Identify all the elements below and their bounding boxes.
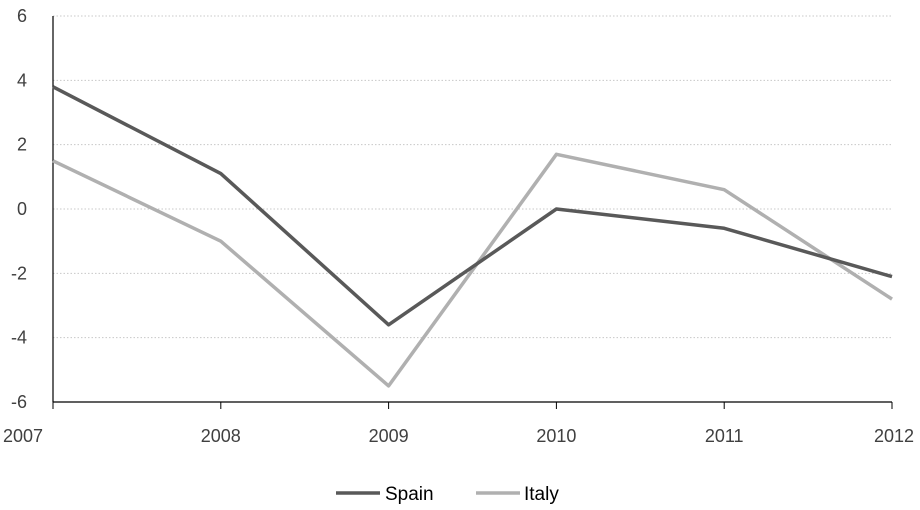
x-tick-label: 2010 (536, 426, 576, 446)
y-tick-label: -4 (11, 328, 27, 348)
y-axis-tick-labels: 6 4 2 0 -2 -4 -6 (11, 6, 27, 412)
y-tick-label: 2 (17, 135, 27, 155)
legend: Spain Italy (336, 484, 559, 505)
x-tick-label: 2009 (369, 426, 409, 446)
gridlines (53, 15, 892, 339)
y-tick-label: -6 (11, 392, 27, 412)
series-line-italy (52, 152, 893, 388)
y-tick-label: 6 (17, 6, 27, 26)
y-tick-label: 4 (17, 70, 27, 90)
y-tick-label: 0 (17, 199, 27, 219)
series-line-spain (52, 85, 893, 327)
series-lines (52, 85, 893, 388)
legend-label-italy: Italy (524, 484, 559, 505)
axes (52, 16, 893, 409)
x-tick-label: 2011 (705, 426, 744, 446)
y-tick-label: -2 (11, 263, 27, 283)
x-tick-label: 2012 (874, 426, 914, 446)
legend-label-spain: Spain (385, 484, 434, 505)
x-axis-tick-labels: 2007 2008 2009 2010 2011 2012 (3, 426, 914, 446)
x-tick-label: 2007 (3, 426, 43, 446)
x-tick-label: 2008 (201, 426, 241, 446)
